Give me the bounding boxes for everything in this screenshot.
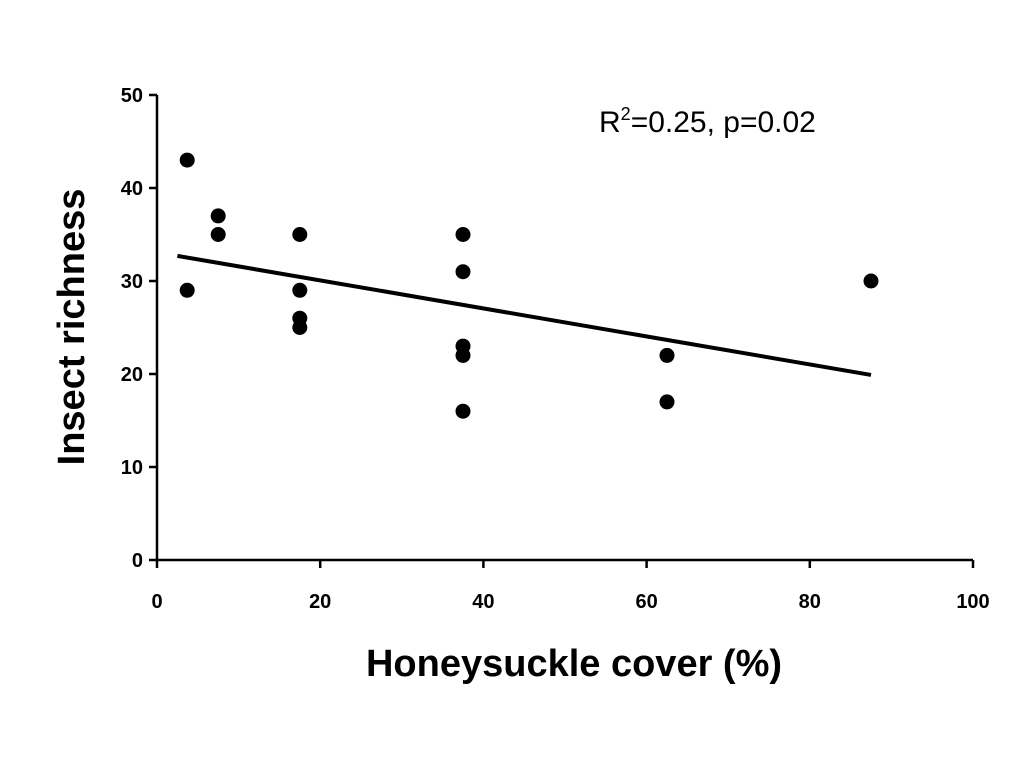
- regression-annotation: R2=0.25, p=0.02: [599, 104, 816, 139]
- x-axis-title: Honeysuckle cover (%): [366, 643, 782, 685]
- data-points: [179, 152, 879, 419]
- trendline: [177, 253, 872, 377]
- data-point: [292, 320, 308, 335]
- data-point: [455, 264, 471, 280]
- data-point: [659, 394, 675, 410]
- data-point: [179, 152, 195, 168]
- y-ticks: 0 10 20 30 40 50: [121, 85, 157, 572]
- x-tick-label: 80: [799, 591, 821, 613]
- x-tick-label: 40: [472, 591, 494, 613]
- data-point: [455, 347, 471, 363]
- data-point: [292, 227, 308, 242]
- x-tick-label: 0: [151, 591, 162, 613]
- data-point: [179, 282, 195, 298]
- y-axis-title: Insect richness: [51, 189, 93, 466]
- y-tick-label: 50: [121, 85, 143, 107]
- data-point: [292, 282, 308, 298]
- data-point: [455, 403, 471, 419]
- data-point: [455, 227, 471, 242]
- x-ticks: 0 20 40 60 80 100: [151, 560, 990, 613]
- annotation-suffix: =0.25, p=0.02: [631, 106, 816, 139]
- y-tick-label: 20: [121, 364, 143, 386]
- y-tick-label: 10: [121, 457, 143, 479]
- annotation-superscript: 2: [621, 104, 631, 124]
- axes: [155, 95, 973, 562]
- data-point: [210, 227, 226, 242]
- x-tick-label: 100: [956, 591, 989, 613]
- y-tick-label: 30: [121, 271, 143, 293]
- x-tick-label: 20: [309, 591, 331, 613]
- x-tick-label: 60: [635, 591, 657, 613]
- y-tick-label: 40: [121, 178, 143, 200]
- data-point: [210, 208, 226, 224]
- annotation-prefix: R: [599, 106, 621, 139]
- data-point: [659, 347, 675, 363]
- data-point: [863, 273, 879, 289]
- y-tick-label: 0: [132, 550, 143, 572]
